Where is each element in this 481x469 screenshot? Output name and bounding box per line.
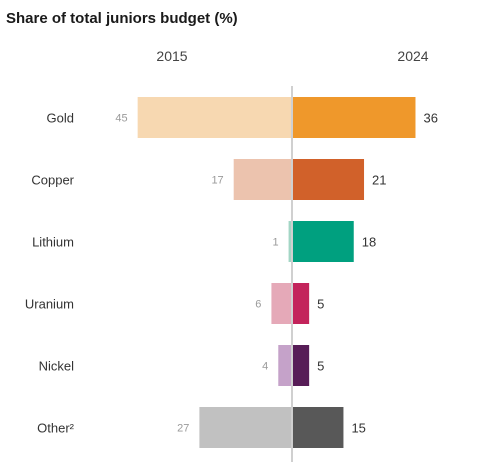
bar-2024-lithium (292, 221, 354, 262)
value-label-2015-copper: 17 (211, 175, 223, 187)
chart-title: Share of total juniors budget (%) (6, 10, 238, 27)
value-label-2015-gold: 45 (115, 113, 127, 125)
value-label-2015-uranium: 6 (255, 299, 261, 311)
category-label-nickel: Nickel (39, 359, 75, 374)
bar-2015-other (199, 407, 292, 448)
value-label-2015-other: 27 (177, 423, 189, 435)
category-label-gold: Gold (47, 111, 74, 126)
category-label-lithium: Lithium (32, 235, 74, 250)
value-label-2024-copper: 21 (372, 173, 386, 188)
year-label-2015: 2015 (156, 48, 187, 64)
category-label-uranium: Uranium (25, 297, 74, 312)
year-label-2024: 2024 (397, 48, 428, 64)
value-label-2024-gold: 36 (423, 111, 437, 126)
bar-2024-gold (292, 97, 416, 138)
value-label-2024-lithium: 18 (362, 235, 376, 250)
bar-2024-nickel (292, 345, 310, 386)
bar-2015-gold (137, 97, 292, 138)
bar-2015-nickel (278, 345, 292, 386)
value-label-2015-lithium: 1 (272, 237, 278, 249)
value-label-2024-nickel: 5 (317, 359, 324, 374)
bar-2024-other (292, 407, 344, 448)
bar-2024-copper (292, 159, 365, 200)
category-label-other: Other² (37, 421, 75, 436)
bar-2015-copper (233, 159, 292, 200)
value-label-2015-nickel: 4 (262, 361, 268, 373)
bar-2015-uranium (271, 283, 292, 324)
category-label-copper: Copper (31, 173, 74, 188)
bar-2015-lithium (288, 221, 292, 262)
value-label-2024-other: 15 (351, 421, 365, 436)
value-label-2024-uranium: 5 (317, 297, 324, 312)
bar-2024-uranium (292, 283, 310, 324)
